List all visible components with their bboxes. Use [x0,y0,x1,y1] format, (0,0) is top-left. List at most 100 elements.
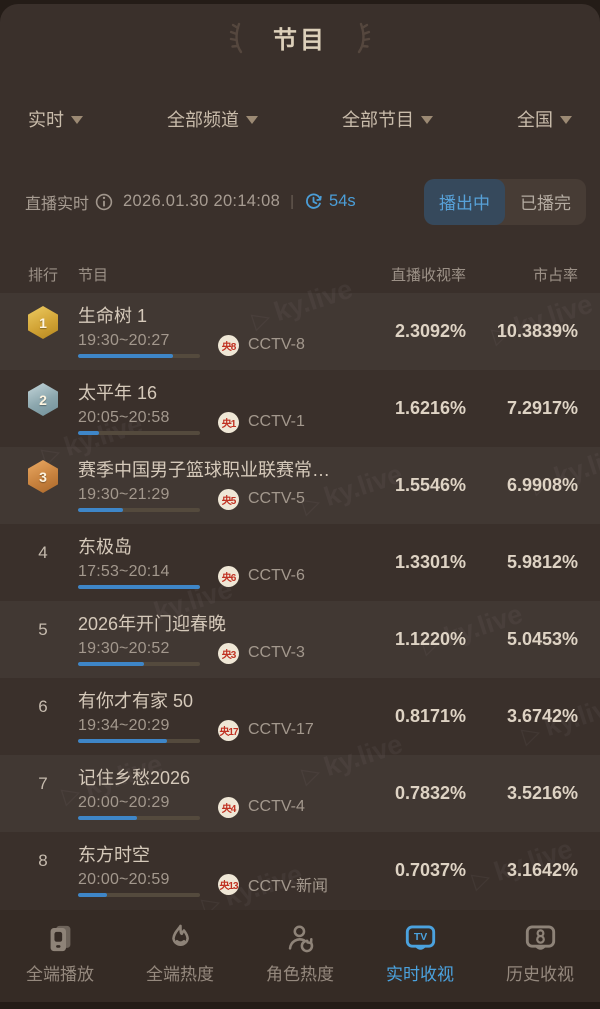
filter-all-channels[interactable]: 全部频道 [167,106,258,132]
laurel-right-icon [357,22,371,54]
program-title: 赛季中国男子篮球职业联赛常… [78,460,330,480]
time-column: 19:30~20:52 [78,640,204,666]
tab-character-heat[interactable]: 角色热度 [240,910,360,1002]
progress-fill [78,816,137,820]
progress-fill [78,662,144,666]
tab-all-playback[interactable]: 全端播放 [0,910,120,1002]
table-row[interactable]: 6 有你才有家 50 19:34~20:29 央17 CCTV-17 0.817… [0,678,600,755]
column-header-rating: 直播收视率 [390,266,466,284]
channel-badge: 央17 [218,719,239,741]
filter-realtime[interactable]: 实时 [28,106,83,132]
program-subline: 20:00~20:59 央13 CCTV-新闻 [78,871,358,897]
program-title: 太平年 16 [78,383,158,403]
program-subline: 19:34~20:29 央17 CCTV-17 [78,717,358,743]
channel-name: CCTV-17 [248,721,314,738]
channel-badge: 央6 [218,565,239,587]
refresh-countdown[interactable]: 54s [304,192,356,211]
rank-badge: 8 [38,851,48,870]
main-panel: ▷ky.live▷ky.live▷ky.live▷ky.live▷ky.live… [0,4,600,1009]
table-row[interactable]: 1 生命树 1 19:30~20:27 央8 CCTV-8 2.3092% 10… [0,293,600,370]
share-value: 3.5216% [506,783,578,803]
rank-badge: 1 [28,306,58,339]
character-heat-icon [288,925,313,953]
program-subline: 19:30~20:27 央8 CCTV-8 [78,332,358,358]
program-subline: 19:30~21:29 央5 CCTV-5 [78,486,358,512]
share-value: 3.1642% [506,860,578,880]
playback-icon [50,925,70,952]
channel-name: CCTV-新闻 [248,878,329,895]
rank-cell: 5 [28,601,78,678]
tab-all-heat[interactable]: 全端热度 [120,910,240,1002]
time-column: 20:00~20:29 [78,794,204,820]
program-time: 19:30~20:27 [78,332,170,349]
progress-bar [78,354,200,358]
channel-name: CCTV-4 [248,798,305,815]
column-header-program: 节目 [78,266,109,284]
program-time: 19:30~20:52 [78,640,170,657]
program-title: 2026年开门迎春晚 [78,614,227,634]
rating-value: 0.7037% [394,860,466,880]
time-column: 19:34~20:29 [78,717,204,743]
bottom-tab-bar: 全端播放 全端热度 [0,910,600,1002]
program-subline: 20:00~20:29 央4 CCTV-4 [78,794,358,820]
progress-bar [78,816,200,820]
table-row[interactable]: 3 赛季中国男子篮球职业联赛常… 19:30~21:29 央5 CCTV-5 1… [0,447,600,524]
table-row[interactable]: 4 东极岛 17:53~20:14 央6 CCTV-6 1.3301% 5.98… [0,524,600,601]
progress-fill [78,431,99,435]
share-value: 3.6742% [506,706,578,726]
rating-value: 1.6216% [394,398,466,418]
rank-badge: 5 [38,620,48,639]
live-realtime-label: 直播实时 [25,195,90,213]
filter-region[interactable]: 全国 [517,106,572,132]
live-ratings-icon: TV [405,925,435,950]
rank-badge: 4 [38,543,48,562]
progress-fill [78,893,108,897]
history-ratings-icon [525,925,555,950]
tab-finished[interactable]: 已播完 [520,194,571,213]
channel-name: CCTV-6 [248,567,305,584]
time-column: 17:53~20:14 [78,563,204,589]
chevron-down-icon [560,116,572,124]
tab-live-ratings[interactable]: TV 实时收视 [360,910,480,1002]
chevron-down-icon [246,116,258,124]
progress-fill [78,508,124,512]
table-row[interactable]: 7 记住乡愁2026 20:00~20:29 央4 CCTV-4 0.7832%… [0,755,600,832]
live-info-bar: 直播实时 2026.01.30 20:14:08 | 54s 播出中 已播完 [0,174,600,229]
program-title: 有你才有家 50 [78,691,194,711]
channel-name: CCTV-5 [248,490,305,507]
rank-cell: 1 [28,293,78,370]
program-time: 17:53~20:14 [78,563,170,580]
progress-bar [78,739,200,743]
program-list: 1 生命树 1 19:30~20:27 央8 CCTV-8 2.3092% 10… [0,293,600,901]
program-info: 2026年开门迎春晚 19:30~20:52 央3 CCTV-3 [78,601,358,678]
tab-on-air[interactable]: 播出中 [424,178,505,225]
table-row[interactable]: 5 2026年开门迎春晚 19:30~20:52 央3 CCTV-3 1.122… [0,601,600,678]
time-column: 19:30~21:29 [78,486,204,512]
channel-name: CCTV-8 [248,336,305,353]
channel-name: CCTV-1 [248,413,305,430]
channel-badge: 央8 [218,334,239,356]
status-toggle: 播出中 已播完 [424,178,586,225]
share-value: 7.2917% [506,398,578,418]
rating-value: 0.8171% [394,706,466,726]
channel-badge: 央4 [218,796,239,818]
column-header-share: 市占率 [532,266,578,284]
table-row[interactable]: 2 太平年 16 20:05~20:58 央1 CCTV-1 1.6216% 7… [0,370,600,447]
progress-bar [78,431,200,435]
info-icon[interactable] [95,193,113,211]
rank-cell: 7 [28,755,78,832]
program-info: 太平年 16 20:05~20:58 央1 CCTV-1 [78,370,358,447]
program-subline: 20:05~20:58 央1 CCTV-1 [78,409,358,435]
rank-badge: 6 [38,697,48,716]
rank-cell: 4 [28,524,78,601]
channel-badge: 央1 [218,411,239,433]
heat-icon [171,924,189,947]
progress-bar [78,662,200,666]
table-row[interactable]: 8 东方时空 20:00~20:59 央13 CCTV-新闻 0.7037% 3… [0,832,600,901]
progress-fill [78,585,200,589]
tab-history-ratings[interactable]: 历史收视 [480,910,600,1002]
filter-all-programs[interactable]: 全部节目 [342,106,433,132]
program-info: 生命树 1 19:30~20:27 央8 CCTV-8 [78,293,358,370]
program-title: 东方时空 [78,845,150,865]
